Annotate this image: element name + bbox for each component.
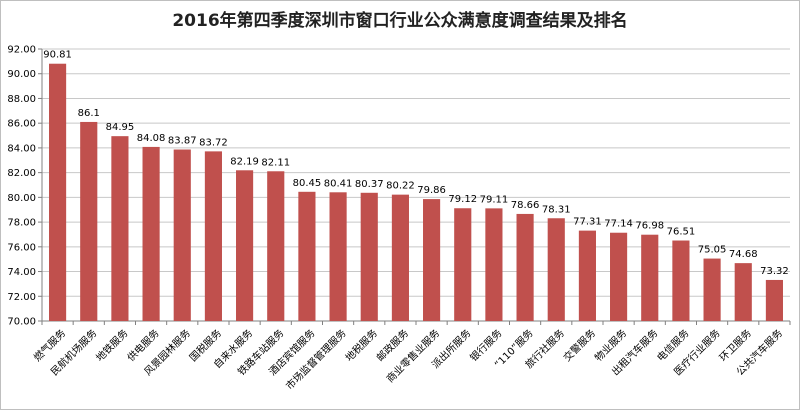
y-tick-label: 90.00: [7, 69, 36, 80]
chart-title: 2016年第四季度深圳市窗口行业公众满意度调查结果及排名: [172, 11, 628, 31]
data-label: 90.81: [43, 50, 72, 61]
data-label: 86.1: [78, 108, 100, 119]
bar: [360, 192, 378, 321]
data-label: 78.31: [542, 204, 571, 215]
data-label: 84.08: [137, 133, 166, 144]
y-tick-label: 86.00: [7, 119, 36, 130]
y-tick-label: 84.00: [7, 143, 36, 154]
data-label: 79.11: [480, 194, 509, 205]
bar: [641, 234, 659, 321]
bar: [454, 208, 472, 321]
bar: [516, 213, 534, 321]
x-category-label: 商业零售业服务: [384, 326, 443, 385]
bar: [547, 218, 565, 321]
bar: [329, 192, 347, 321]
data-label: 80.45: [293, 178, 322, 189]
data-label: 77.14: [604, 219, 633, 230]
data-label: 74.68: [729, 249, 758, 260]
y-tick-label: 92.00: [7, 45, 36, 56]
data-label: 73.32: [760, 266, 789, 277]
bars: [49, 63, 783, 321]
bar: [111, 136, 129, 321]
data-label: 82.19: [230, 156, 259, 167]
data-label: 76.51: [667, 227, 696, 238]
bar: [298, 191, 316, 321]
data-label: 79.86: [417, 185, 446, 196]
bar: [173, 149, 191, 321]
x-category-label: 地税服务: [342, 326, 379, 363]
bar: [485, 208, 503, 321]
data-label: 80.22: [386, 181, 415, 192]
y-tick-label: 74.00: [7, 267, 36, 278]
x-category-label: 地铁服务: [93, 326, 130, 363]
bar: [49, 63, 67, 321]
data-label: 83.72: [199, 137, 228, 148]
bar: [236, 170, 254, 321]
bar: [391, 194, 409, 321]
y-tick-label: 76.00: [7, 242, 36, 253]
bar: [734, 263, 752, 321]
bar: [267, 171, 285, 321]
y-axis-ticks: 70.00 72.00 74.00 76.00 78.00 80.00 82.00 84.00…: [7, 45, 36, 328]
gridlines: [42, 48, 790, 322]
bar: [578, 230, 596, 321]
bar: [672, 240, 690, 321]
y-tick-label: 78.00: [7, 218, 36, 229]
bar: [204, 151, 222, 321]
data-label: 75.05: [698, 245, 727, 256]
data-label: 80.37: [355, 179, 384, 190]
y-tick-label: 70.00: [7, 317, 36, 328]
bar: [423, 199, 441, 321]
y-tick-label: 82.00: [7, 168, 36, 179]
axes: [38, 48, 791, 325]
bar: [80, 121, 98, 321]
data-label: 79.12: [448, 194, 477, 205]
data-label: 83.87: [168, 136, 197, 147]
data-label: 76.98: [635, 221, 664, 232]
data-label: 84.95: [106, 122, 135, 133]
y-tick-label: 80.00: [7, 193, 36, 204]
data-label: 82.11: [261, 157, 290, 168]
y-tick-label: 72.00: [7, 292, 36, 303]
x-category-label: 交警服务: [561, 326, 598, 363]
bar: [610, 232, 628, 321]
x-axis-category-labels: 燃气服务民航机场服务地铁服务供电服务风景园林服务国税服务自来水服务铁路车站服务酒…: [31, 326, 785, 392]
y-tick-label: 88.00: [7, 94, 36, 105]
data-label: 80.41: [324, 178, 353, 189]
bar: [142, 146, 160, 321]
bar: [765, 279, 783, 321]
bar: [703, 258, 721, 321]
data-label: 77.31: [573, 217, 602, 228]
data-label: 78.66: [511, 200, 540, 211]
